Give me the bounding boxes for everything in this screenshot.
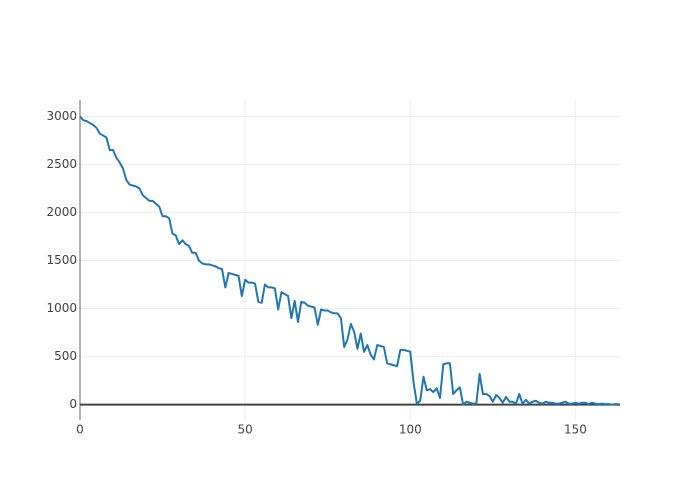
x-tick-label: 150	[564, 423, 587, 437]
x-tick-label: 0	[76, 423, 84, 437]
y-tick-label: 1500	[46, 253, 77, 267]
y-tick-label: 2500	[46, 157, 77, 171]
y-tick-label: 0	[69, 397, 77, 411]
data-line	[79, 115, 619, 406]
y-tick-label: 500	[54, 349, 77, 363]
y-tick-label: 1000	[46, 301, 77, 315]
y-tick-label: 3000	[46, 109, 77, 123]
y-tick-label: 2000	[46, 205, 77, 219]
x-tick-label: 50	[237, 423, 252, 437]
x-tick-label: 100	[399, 423, 422, 437]
